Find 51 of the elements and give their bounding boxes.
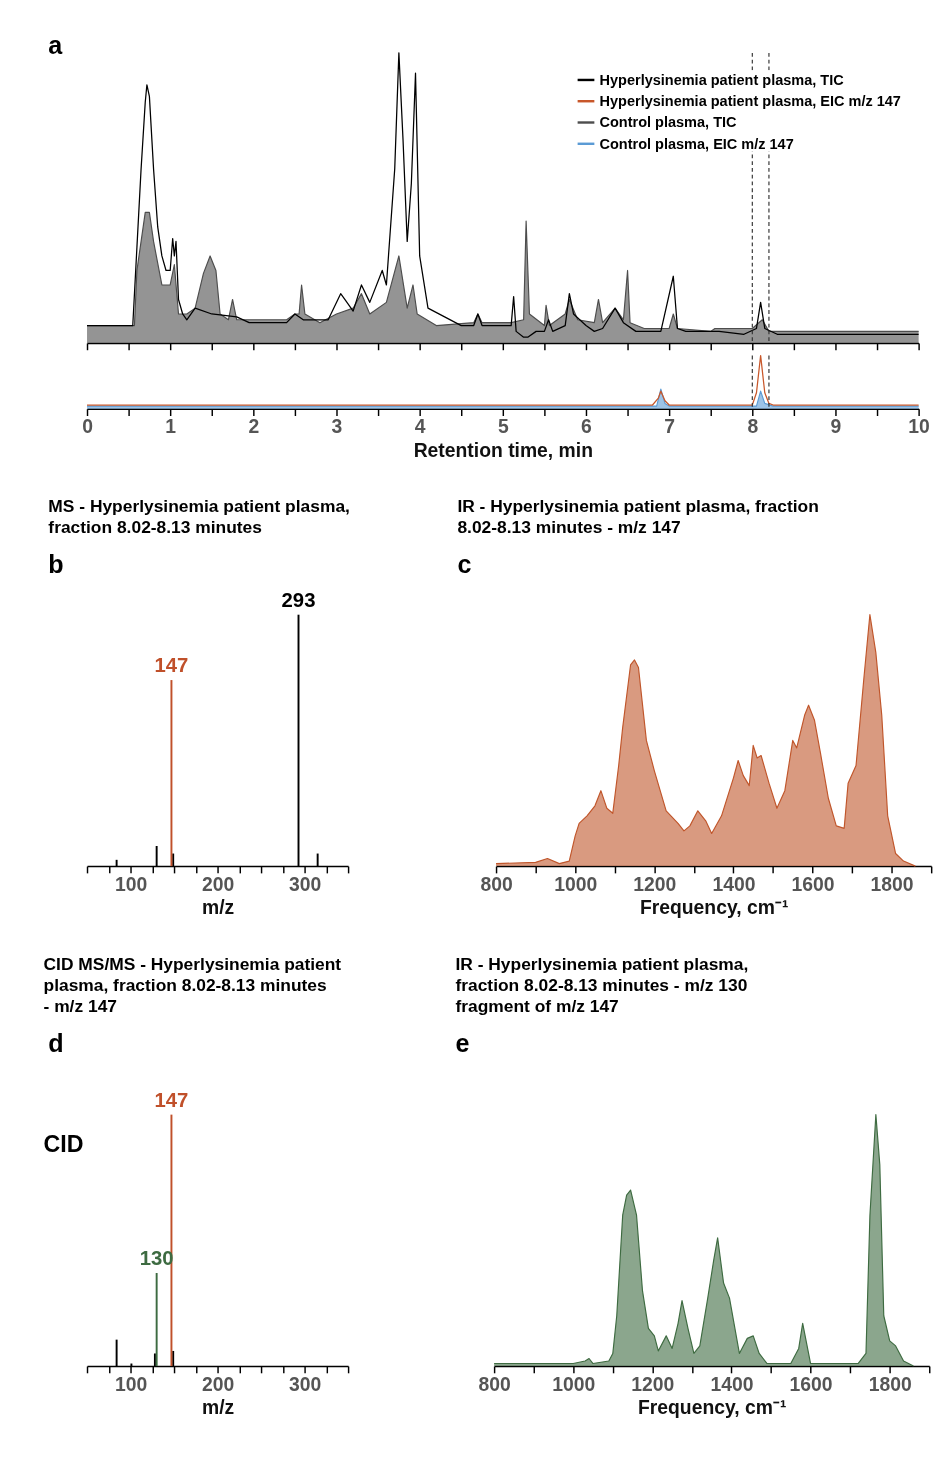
x-tick-label: 100 (114, 873, 148, 895)
x-tick-label: 1 (165, 416, 177, 438)
x-tick-label: 10 (908, 416, 930, 438)
x-tick-label: 3 (331, 416, 343, 438)
x-tick-label: 200 (201, 873, 235, 895)
x-tick-label: 1000 (554, 873, 598, 895)
text: a (48, 30, 64, 59)
x-axis-title: Frequency, cm⁻¹ (637, 1396, 787, 1418)
x-tick-label: 4 (414, 416, 426, 438)
x-tick-label: 7 (664, 416, 676, 438)
legend-label: Control plasma, TIC (599, 114, 738, 131)
chart-title: MS - Hyperlysinemia patient plasma, fraction 8.02-8.13 minutes (48, 496, 350, 538)
legend-label: Hyperlysinemia patient plasma, EIC m/z 147 (599, 93, 901, 110)
annotation: 147 (154, 1088, 189, 1111)
x-axis-title: Frequency, cm⁻¹ (639, 896, 789, 918)
x-tick-label: 8 (747, 416, 759, 438)
x-tick-label: 6 (581, 416, 593, 438)
legend-label: Control plasma, EIC m/z 147 (599, 135, 794, 152)
text: d (48, 1028, 64, 1057)
x-tick-label: 300 (288, 1373, 322, 1395)
x-tick-label: 800 (478, 1373, 511, 1395)
x-tick-label: 9 (830, 416, 842, 438)
chart-title: IR - Hyperlysinemia patient plasma, fraction 8.02-8.13 minutes - m/z 147 (457, 496, 819, 538)
x-tick-label: 300 (288, 873, 322, 895)
text: c (457, 550, 472, 579)
x-axis-title: m/z (201, 896, 235, 918)
x-tick-label: 1200 (633, 873, 677, 895)
text: b (48, 550, 64, 579)
chart-title: CID MS/MS - Hyperlysinemia patient plasma, fraction 8.02-8.13 minutes - m/z 147 (43, 953, 342, 1017)
annotation: 147 (154, 654, 189, 677)
x-tick-label: 5 (497, 416, 509, 438)
x-tick-label: 1400 (712, 873, 756, 895)
x-tick-label: 1800 (870, 873, 914, 895)
x-tick-label: 1800 (868, 1373, 912, 1395)
x-axis-title: Retention time, min (413, 439, 593, 461)
annotation: 293 (281, 588, 316, 611)
x-tick-label: 200 (201, 1373, 235, 1395)
legend-label: Hyperlysinemia patient plasma, TIC (599, 71, 845, 88)
x-axis-title: m/z (201, 1396, 235, 1418)
text: CID (43, 1131, 84, 1158)
x-tick-label: 1600 (791, 873, 835, 895)
x-tick-label: 0 (82, 416, 93, 438)
chart-title: IR - Hyperlysinemia patient plasma, fraction 8.02-8.13 minutes - m/z 130 fragment of m/z 147 (455, 953, 749, 1017)
x-tick-label: 1200 (631, 1373, 675, 1395)
text: e (455, 1028, 470, 1057)
x-tick-label: 100 (114, 1373, 148, 1395)
x-tick-label: 1600 (789, 1373, 833, 1395)
x-tick-label: 800 (480, 873, 513, 895)
x-tick-label: 1000 (552, 1373, 596, 1395)
x-tick-label: 2 (248, 416, 260, 438)
x-tick-label: 1400 (710, 1373, 754, 1395)
